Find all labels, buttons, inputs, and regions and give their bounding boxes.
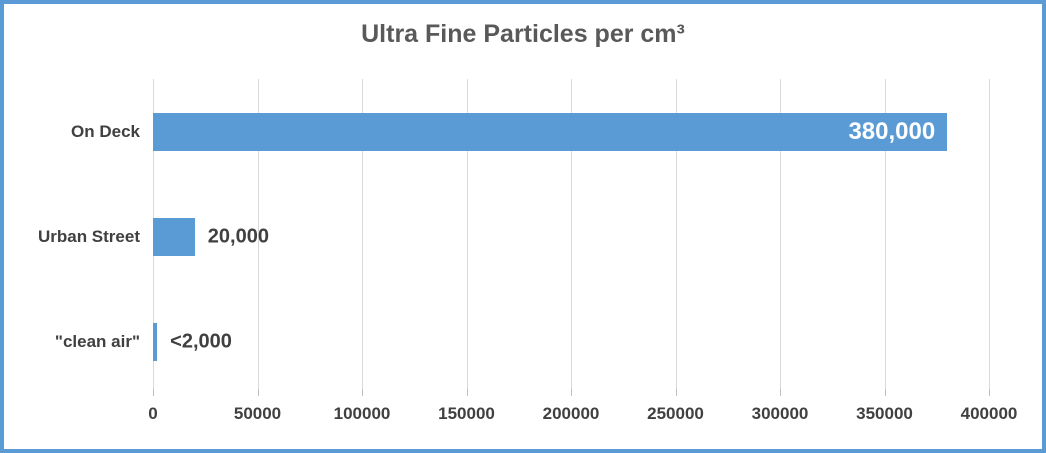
gridline bbox=[362, 79, 363, 389]
category-label-clean-air: "clean air" bbox=[54, 332, 140, 352]
axis-tick bbox=[571, 389, 572, 396]
x-tick-label: 300000 bbox=[751, 404, 809, 423]
x-tick-label: 250000 bbox=[647, 404, 704, 423]
axis-tick bbox=[466, 389, 468, 396]
gridline bbox=[884, 79, 886, 389]
x-tick-label: 350000 bbox=[856, 404, 913, 423]
axis-tick bbox=[153, 389, 154, 396]
bar-clean-air bbox=[153, 323, 158, 362]
gridline bbox=[989, 79, 990, 389]
axis-tick bbox=[675, 389, 677, 396]
chart-title: Ultra Fine Particles per cm³ bbox=[361, 20, 685, 48]
x-tick-label: 50000 bbox=[233, 404, 282, 423]
bar-urban-street bbox=[153, 218, 195, 256]
category-label-on-deck: On Deck bbox=[71, 121, 140, 141]
x-tick-label: 150000 bbox=[438, 404, 495, 423]
category-label-urban-street: Urban Street bbox=[37, 227, 140, 246]
axis-tick bbox=[257, 389, 259, 396]
axis-tick bbox=[989, 389, 990, 396]
axis-tick bbox=[362, 389, 363, 396]
bar-on-deck bbox=[153, 112, 948, 151]
data-label-urban-street: 20,000 bbox=[207, 225, 269, 248]
data-label-on-deck: 380,000 bbox=[848, 117, 936, 145]
axis-tick bbox=[780, 389, 781, 396]
axis-tick bbox=[884, 389, 886, 396]
x-tick-label: 200000 bbox=[542, 404, 600, 423]
gridline bbox=[257, 79, 259, 389]
data-label-clean-air: <2,000 bbox=[170, 330, 232, 353]
gridline bbox=[780, 79, 781, 389]
gridline bbox=[466, 79, 468, 389]
gridline bbox=[675, 79, 677, 389]
x-tick-label: 100000 bbox=[333, 404, 391, 423]
x-tick-label: 400000 bbox=[960, 404, 1018, 423]
x-tick-label: 0 bbox=[148, 404, 158, 423]
gridline bbox=[571, 79, 572, 389]
